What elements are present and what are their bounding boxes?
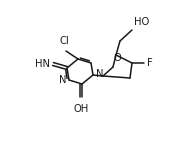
Text: HN: HN [35, 59, 50, 69]
Text: HO: HO [134, 17, 149, 27]
Text: F: F [147, 58, 153, 68]
Text: Cl: Cl [59, 36, 69, 46]
Text: N: N [58, 75, 66, 85]
Text: N: N [96, 69, 103, 79]
Text: O: O [114, 53, 122, 63]
Text: OH: OH [73, 104, 89, 114]
